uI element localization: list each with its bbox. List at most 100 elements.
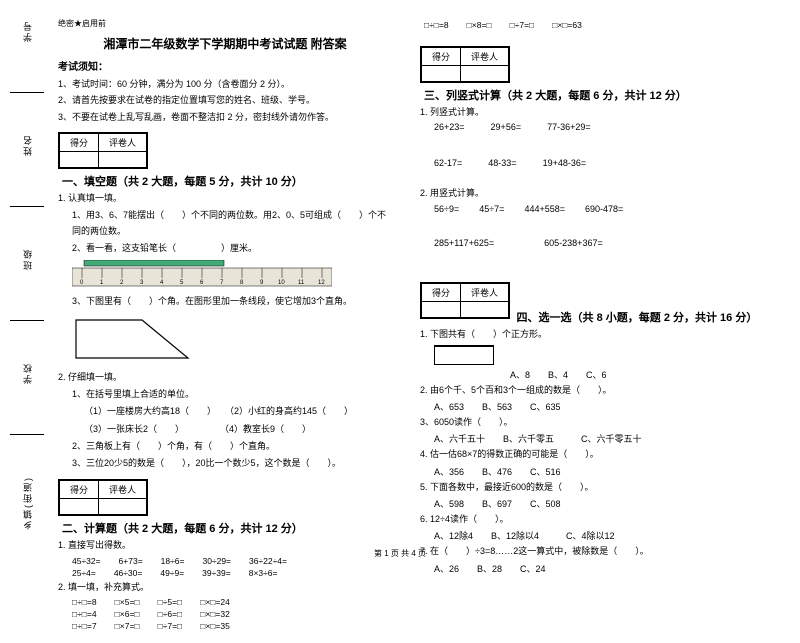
s4-q2-opts: A、653 B、563 C、635 — [420, 400, 764, 413]
calc: 690-478= — [585, 204, 623, 214]
score-blank[interactable] — [422, 301, 461, 317]
s4-q5: 5. 下面各数中，最接近600的数是（ ）。 — [420, 480, 764, 495]
s2-q2: 2. 填一填，补充算式。 — [58, 580, 392, 595]
secret-label: 绝密★启用前 — [58, 18, 392, 29]
blank-row: □÷□=7 □×7=□ □÷7=□ □×□=35 — [58, 621, 392, 631]
blank: □×7=□ — [115, 621, 140, 631]
calc: 444+558= — [524, 204, 565, 214]
calc-row: 285+117+625= 605-238+367= — [420, 238, 764, 248]
s3-q2: 2. 用竖式计算。 — [420, 186, 764, 201]
s4-q3: 3、6050读作（ ）。 — [420, 415, 764, 430]
s4-q6-opts: A、12除4 B、12除以4 C、4除以12 — [420, 529, 764, 542]
square-figure — [434, 345, 494, 365]
q2-1b: （3）一张床长2（ ） （4）教室长9（ ） — [58, 422, 392, 437]
calc: 605-238+367= — [544, 238, 603, 248]
section-3-title: 三、列竖式计算（共 2 大题，每题 6 分，共计 12 分） — [424, 87, 687, 103]
ruler-figure: 0123456789101112 — [72, 260, 332, 290]
grader-cell: 评卷人 — [99, 481, 147, 499]
grader-cell: 评卷人 — [461, 48, 509, 66]
blank: □÷7=□ — [510, 20, 535, 30]
q2-3: 3、三位20少5的数是（ ），20比一个数少5，这个数是（ ）。 — [58, 456, 392, 471]
left-column: 绝密★启用前 湘潭市二年级数学下学期期中考试试题 附答案 考试须知： 1、考试时… — [50, 18, 400, 633]
blank: □÷□=8 — [72, 597, 97, 607]
grader-cell: 评卷人 — [99, 134, 147, 152]
score-blank[interactable] — [60, 499, 99, 515]
notice-item: 1、考试时间：60 分钟，满分为 100 分（含卷面分 2 分）。 — [58, 77, 392, 91]
calc: 77-36+29= — [547, 122, 591, 132]
s4-q1-opts: A、8 B、4 C、6 — [420, 368, 764, 381]
trapezoid-figure — [72, 316, 192, 362]
calc: 25÷4= — [72, 568, 96, 578]
page: 绝密★启用前 湘潭市二年级数学下学期期中考试试题 附答案 考试须知： 1、考试时… — [0, 0, 800, 643]
section-2-title: 二、计算题（共 2 大题，每题 6 分，共计 12 分） — [62, 520, 303, 536]
q2: 2. 仔细填一填。 — [58, 370, 392, 385]
calc: 56÷9= — [434, 204, 459, 214]
grader-blank[interactable] — [461, 301, 509, 317]
blank: □×8=□ — [467, 20, 492, 30]
score-blank[interactable] — [60, 152, 99, 168]
s4-q4-opts: A、356 B、476 C、516 — [420, 465, 764, 478]
svg-text:11: 11 — [298, 280, 305, 286]
svg-text:12: 12 — [318, 280, 325, 286]
s3-q1: 1. 列竖式计算。 — [420, 105, 764, 120]
blank: □÷7=□ — [158, 621, 183, 631]
s4-q7-opts: A、26 B、28 C、24 — [420, 562, 764, 575]
q2-1: 1、在括号里填上合适的单位。 — [58, 387, 392, 402]
notice-heading: 考试须知： — [58, 58, 392, 73]
score-cell: 得分 — [60, 481, 99, 499]
calc: 62-17= — [434, 158, 462, 168]
blank: □×□=24 — [200, 597, 230, 607]
page-footer: 第 1 页 共 4 页 — [0, 548, 800, 559]
grader-blank[interactable] — [99, 152, 147, 168]
calc: 49÷9= — [160, 568, 184, 578]
calc: 39÷39= — [202, 568, 231, 578]
grader-cell: 评卷人 — [461, 283, 509, 301]
score-cell: 得分 — [60, 134, 99, 152]
score-box: 得分 评卷人 — [58, 132, 148, 169]
blank: □÷6=□ — [158, 609, 183, 619]
blank: □×□=63 — [552, 20, 582, 30]
q1: 1. 认真填一填。 — [58, 191, 392, 206]
q1-2: 2、看一看，这支铅笔长（ ）厘米。 — [58, 241, 392, 256]
grader-blank[interactable] — [99, 499, 147, 515]
s4-q2: 2. 由6个千、5个百和3个一组成的数是（ ）。 — [420, 383, 764, 398]
section-4-title: 四、选一选（共 8 小题，每题 2 分，共计 16 分） — [517, 312, 758, 324]
blank: □×5=□ — [115, 597, 140, 607]
calc: 46÷30= — [114, 568, 143, 578]
svg-text:10: 10 — [278, 280, 285, 286]
blank: □×□=32 — [200, 609, 230, 619]
score-box: 得分 评卷人 — [58, 479, 148, 516]
calc: 45÷7= — [479, 204, 504, 214]
blank: □×6=□ — [115, 609, 140, 619]
s4-q1: 1. 下图共有（ ）个正方形。 — [420, 327, 764, 342]
calc-row: 62-17= 48-33= 19+48-36= — [420, 158, 764, 168]
blank-row: □÷□=8 □×5=□ □÷5=□ □×□=24 — [58, 597, 392, 607]
calc-row: 56÷9= 45÷7= 444+558= 690-478= — [420, 204, 764, 214]
score-cell: 得分 — [422, 283, 461, 301]
score-box: 得分 评卷人 — [420, 282, 510, 319]
q1-1: 1、用3、6、7能摆出（ ）个不同的两位数。用2、0、5可组成（ ）个不同的两位… — [58, 208, 392, 239]
q1-3: 3、下图里有（ ）个角。在图形里加一条线段，使它增加3个直角。 — [58, 294, 392, 309]
q2-2: 2、三角板上有（ ）个角，有（ ）个直角。 — [58, 439, 392, 454]
s4-q4: 4. 估一估68×7的得数正确的可能是（ ）。 — [420, 447, 764, 462]
score-blank[interactable] — [422, 66, 461, 82]
calc: 29+56= — [491, 122, 522, 132]
blank-row: □÷□=4 □×6=□ □÷6=□ □×□=32 — [58, 609, 392, 619]
notice-item: 2、请首先按要求在试卷的指定位置填写您的姓名、班级、学号。 — [58, 93, 392, 107]
section-1-title: 一、填空题（共 2 大题，每题 5 分，共计 10 分） — [62, 173, 303, 189]
calc-row: 26+23= 29+56= 77-36+29= — [420, 122, 764, 132]
blank: □÷□=4 — [72, 609, 97, 619]
blank: □÷□=7 — [72, 621, 97, 631]
q2-1a: （1）一座楼房大约高18（ ） （2）小红的身高约145（ ） — [58, 404, 392, 419]
notice-item: 3、不要在试卷上乱写乱画，卷面不整洁扣 2 分，密封线外请勿作答。 — [58, 110, 392, 124]
calc: 285+117+625= — [434, 238, 494, 248]
s4-q5-opts: A、598 B、697 C、508 — [420, 497, 764, 510]
s4-q6: 6. 12÷4读作（ ）。 — [420, 512, 764, 527]
score-box: 得分 评卷人 — [420, 46, 510, 83]
calc: 48-33= — [488, 158, 516, 168]
grader-blank[interactable] — [461, 66, 509, 82]
calc: 26+23= — [434, 122, 465, 132]
blank: □÷□=8 — [424, 20, 449, 30]
right-column: □÷□=8 □×8=□ □÷7=□ □×□=63 得分 评卷人 三、列竖式计算（… — [412, 18, 772, 633]
calc: 8×3÷6= — [249, 568, 278, 578]
